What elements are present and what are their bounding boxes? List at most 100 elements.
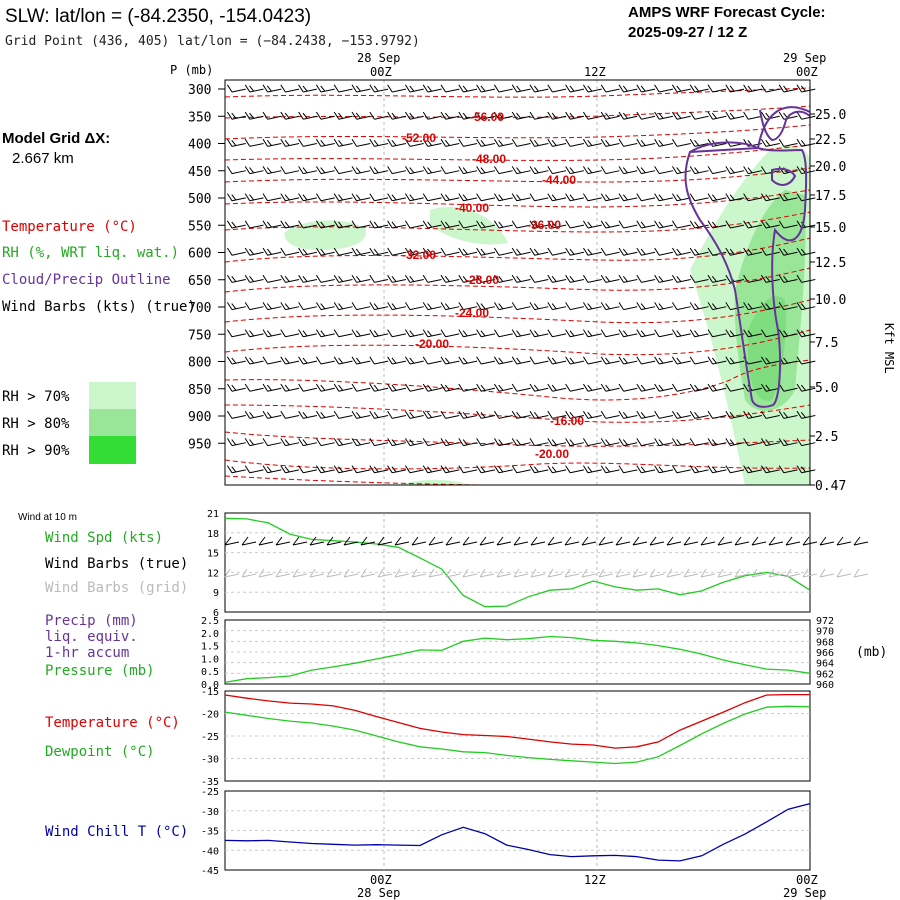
- wind-barb: [796, 166, 816, 175]
- wind-barb: [387, 111, 406, 120]
- wind-barb: [493, 329, 513, 338]
- wind-barb: [565, 410, 584, 419]
- top-tick-00z-a: 00Z: [370, 65, 392, 79]
- pressure-tick-label: 300: [188, 83, 211, 98]
- surface-barb-grid: [683, 568, 699, 578]
- surface-barb-true: [649, 536, 665, 546]
- wind-barb: [476, 465, 495, 474]
- wind-barb: [440, 302, 460, 311]
- wind-barb: [333, 111, 353, 120]
- wind-barb: [636, 356, 656, 365]
- wind-barb: [440, 220, 460, 229]
- wind-barb: [565, 274, 584, 283]
- surface-barb-true: [819, 536, 835, 546]
- wind-barb: [760, 193, 780, 202]
- wind-barb: [333, 220, 353, 229]
- wind-barb: [796, 247, 816, 256]
- y-tick-label: 0.5: [201, 667, 219, 678]
- wind-barb: [547, 302, 567, 311]
- pressure-tick-label: 960: [816, 680, 834, 691]
- wind-barb: [404, 220, 424, 229]
- surface-wind-barbs: [224, 536, 869, 578]
- wind-barb: [422, 329, 442, 338]
- wind-barb: [725, 356, 745, 365]
- wind-barb: [262, 410, 282, 419]
- bottom-tick-00z-b: 00Z: [796, 873, 818, 887]
- wind-barb: [618, 356, 638, 365]
- wind-barb: [351, 438, 371, 447]
- height-tick-label: 12.5: [815, 256, 846, 271]
- surface-barb-true: [343, 536, 359, 546]
- pressure-tick-label: 600: [188, 247, 211, 262]
- wind-barb: [618, 247, 638, 256]
- wind-barb: [315, 383, 335, 392]
- wind-barb: [671, 247, 691, 256]
- y-tick-label: -35: [201, 827, 219, 838]
- wind-barb: [618, 166, 638, 175]
- wind-barb: [315, 193, 335, 202]
- wind-barb: [547, 193, 567, 202]
- wind-barb: [547, 274, 567, 283]
- wind-barb: [636, 247, 656, 256]
- wind-barb: [387, 220, 406, 229]
- wind-barb: [654, 111, 673, 120]
- wind-barb: [262, 302, 282, 311]
- wind-barb: [582, 220, 602, 229]
- wind-barb: [333, 465, 353, 474]
- pressure-tick-label: 450: [188, 165, 211, 180]
- wind-speed-panel: 21 18 15 12 9 6: [207, 509, 811, 619]
- wind-barb: [493, 193, 513, 202]
- wind-barb: [654, 84, 673, 93]
- wind-barb: [654, 193, 673, 202]
- wind-barb: [725, 220, 745, 229]
- wind-barb: [671, 274, 691, 283]
- wind-barb: [529, 111, 549, 120]
- surface-barb-grid: [360, 568, 376, 578]
- wind-barb: [351, 465, 371, 474]
- wind-barb: [529, 247, 549, 256]
- surface-barb-grid: [853, 568, 869, 578]
- wind-barb: [582, 329, 602, 338]
- wind-barb: [600, 274, 620, 283]
- wind-barb: [280, 247, 300, 256]
- wind-barb: [636, 220, 656, 229]
- wind-barb: [565, 84, 584, 93]
- surface-barb-true: [496, 536, 512, 546]
- surface-barb-grid: [496, 568, 512, 578]
- isotherm-label: -36.00: [527, 218, 561, 232]
- wind-barb: [440, 465, 460, 474]
- bottom-tick-12z: 12Z: [584, 873, 606, 887]
- wind-barb: [725, 383, 745, 392]
- surface-barb-true: [768, 536, 784, 546]
- sounding-panel: -56.00 -52.00 -48.00 -44.00 -40.00 -36.00 -32.…: [224, 79, 816, 486]
- top-tick-12z: 12Z: [584, 65, 606, 79]
- wind-barb: [244, 111, 264, 120]
- wind-barb: [226, 383, 246, 392]
- wind-barb: [725, 438, 745, 447]
- wind-barb: [600, 438, 620, 447]
- wind-barb: [315, 166, 335, 175]
- wind-barb: [458, 274, 478, 283]
- surface-barb-true: [428, 536, 444, 546]
- wind-barb: [280, 84, 300, 93]
- wind-barb: [369, 138, 389, 147]
- height-tick-label: 22.5: [815, 133, 846, 148]
- wind-barb: [226, 329, 246, 338]
- rh90-swatch: [89, 436, 136, 464]
- wind-barb: [618, 329, 638, 338]
- wind-barb: [476, 410, 495, 419]
- pressure-tick-label: 800: [188, 356, 211, 371]
- height-tick-label: 25.0: [815, 108, 846, 123]
- wind-barb: [404, 138, 424, 147]
- wind-barb: [689, 111, 709, 120]
- pressure-unit-label: (mb): [856, 645, 887, 660]
- y-tick-label: -25: [201, 787, 219, 798]
- surface-barb-grid: [564, 568, 580, 578]
- isotherm-label: -20.00: [415, 337, 449, 351]
- surface-barb-grid: [428, 568, 444, 578]
- wind-barb: [654, 465, 673, 474]
- wind-barb: [476, 356, 495, 365]
- pressure-tick-label: 970: [816, 627, 834, 638]
- surface-barb-grid: [224, 568, 240, 578]
- wind-barb: [743, 84, 762, 93]
